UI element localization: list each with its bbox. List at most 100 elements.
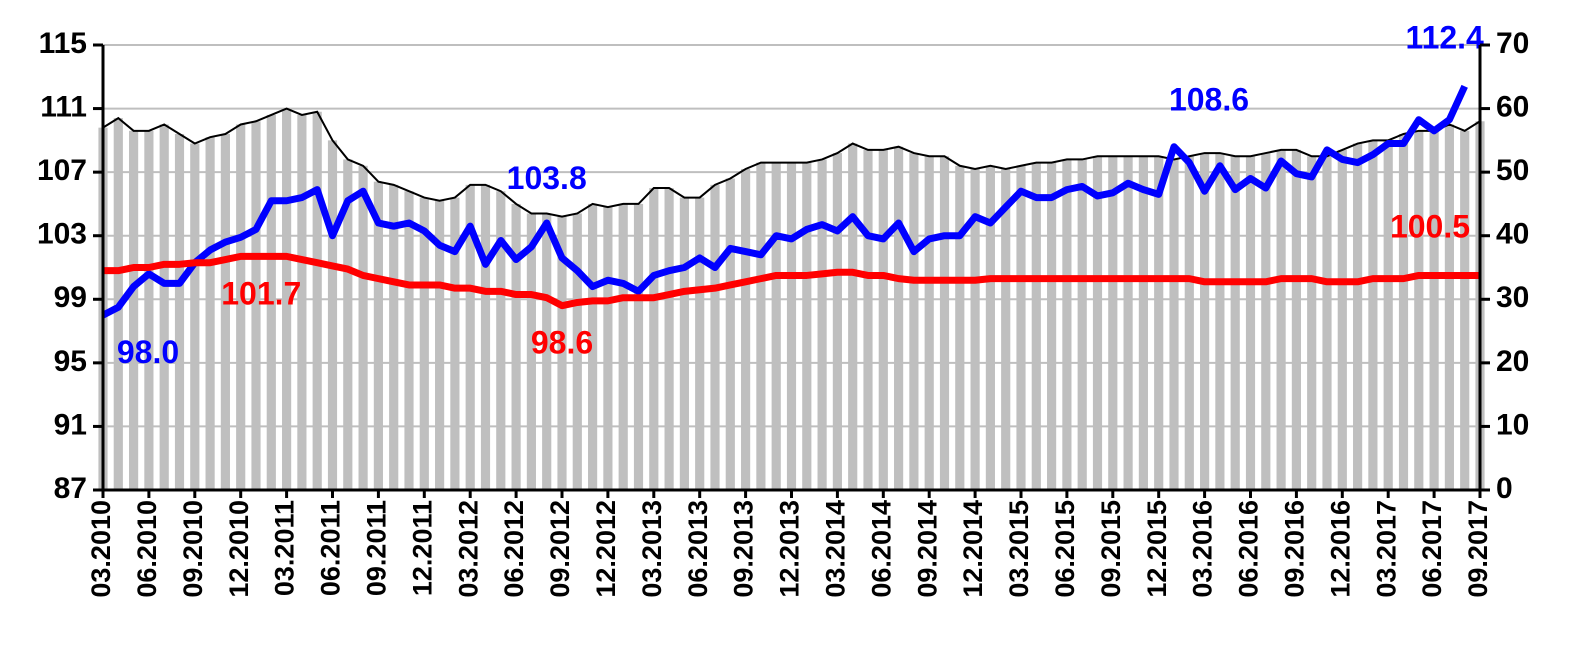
x-tick-label: 12.2012 xyxy=(591,500,621,598)
y-tick-label: 111 xyxy=(40,90,87,123)
bar xyxy=(1444,124,1454,490)
bar xyxy=(1184,156,1194,490)
bar xyxy=(618,203,628,490)
bar xyxy=(1138,156,1148,490)
bar xyxy=(343,159,353,490)
x-tick-label: 09.2013 xyxy=(729,500,759,598)
bar xyxy=(924,156,934,490)
bar xyxy=(1245,156,1256,490)
bar xyxy=(572,213,582,490)
y-tick-label: 107 xyxy=(37,154,87,187)
bar xyxy=(1353,143,1363,491)
y2-tick-label: 60 xyxy=(1496,90,1529,123)
bar xyxy=(511,203,521,490)
x-tick-label: 03.2017 xyxy=(1371,500,1401,598)
x-tick-label: 12.2016 xyxy=(1325,500,1355,598)
x-tick-label: 06.2012 xyxy=(499,500,529,598)
x-tick-label: 06.2014 xyxy=(866,500,896,598)
x-tick-label: 06.2016 xyxy=(1234,500,1264,598)
bar xyxy=(1414,130,1424,491)
bar xyxy=(389,184,399,490)
bar xyxy=(297,114,307,490)
bar xyxy=(664,188,674,491)
bar xyxy=(480,184,491,490)
bar xyxy=(725,178,735,490)
bar xyxy=(1108,156,1118,490)
bar xyxy=(236,124,246,490)
bar xyxy=(909,153,919,491)
bar xyxy=(174,134,185,490)
bar xyxy=(496,191,506,490)
x-tick-label: 12.2010 xyxy=(224,500,254,598)
bar xyxy=(1429,130,1439,491)
bar xyxy=(1047,162,1057,490)
bar xyxy=(557,216,567,490)
bar xyxy=(373,181,383,490)
x-tick-label: 09.2012 xyxy=(545,500,575,598)
x-tick-label: 12.2014 xyxy=(958,500,988,598)
bar xyxy=(282,108,292,491)
x-tick-label: 03.2010 xyxy=(86,500,116,598)
bar xyxy=(970,168,980,490)
bar xyxy=(1368,140,1378,490)
bar xyxy=(679,197,689,491)
bar xyxy=(205,137,215,490)
bar xyxy=(1215,153,1225,491)
bar xyxy=(144,130,154,491)
bar xyxy=(588,203,598,490)
bar xyxy=(1291,149,1301,490)
bar xyxy=(266,114,276,490)
bar xyxy=(1092,156,1103,490)
bar xyxy=(1261,153,1271,491)
bar xyxy=(1460,130,1470,491)
x-tick-label: 06.2010 xyxy=(132,500,162,598)
bar xyxy=(251,121,261,491)
x-tick-label: 03.2016 xyxy=(1188,500,1218,598)
bar-outline xyxy=(102,107,1481,218)
bar xyxy=(1169,159,1179,490)
bar xyxy=(327,140,338,490)
bar xyxy=(1016,165,1026,491)
bar xyxy=(450,197,460,491)
x-tick-label: 09.2014 xyxy=(912,500,942,598)
x-tick-label: 09.2011 xyxy=(362,500,392,596)
y2-tick-label: 40 xyxy=(1496,218,1529,251)
x-tick-label: 06.2017 xyxy=(1417,500,1447,598)
bar xyxy=(1276,149,1286,490)
value-label: 112.4 xyxy=(1406,19,1485,55)
bar xyxy=(190,143,200,491)
y-tick-label: 99 xyxy=(54,281,87,314)
bar xyxy=(603,207,613,490)
bar xyxy=(955,165,965,491)
bar xyxy=(710,184,720,490)
bar xyxy=(878,149,888,490)
bar xyxy=(1337,149,1347,490)
x-tick-label: 06.2011 xyxy=(316,500,346,596)
bar xyxy=(1123,156,1133,490)
bar xyxy=(1200,153,1210,491)
bar xyxy=(894,146,904,490)
bar xyxy=(1077,159,1087,490)
x-tick-label: 03.2012 xyxy=(453,500,483,598)
bar xyxy=(786,162,797,490)
x-tick-label: 12.2013 xyxy=(775,500,805,598)
bar xyxy=(312,111,322,490)
x-tick-label: 06.2013 xyxy=(683,500,713,598)
bar xyxy=(1322,156,1332,490)
bar xyxy=(220,134,230,490)
x-tick-label: 12.2015 xyxy=(1142,500,1172,598)
bar xyxy=(542,213,552,490)
value-label: 108.6 xyxy=(1169,82,1249,118)
x-tick-label: 09.2017 xyxy=(1463,500,1493,598)
value-label: 98.6 xyxy=(531,325,593,361)
y2-tick-label: 70 xyxy=(1496,27,1529,60)
y-tick-label: 95 xyxy=(54,345,87,378)
y2-tick-label: 20 xyxy=(1496,345,1529,378)
x-tick-label: 03.2015 xyxy=(1004,500,1034,598)
x-tick-label: 12.2011 xyxy=(407,500,437,596)
bar xyxy=(1230,156,1240,490)
bar xyxy=(159,124,169,490)
x-tick-label: 03.2011 xyxy=(270,500,300,596)
bar xyxy=(419,197,429,491)
